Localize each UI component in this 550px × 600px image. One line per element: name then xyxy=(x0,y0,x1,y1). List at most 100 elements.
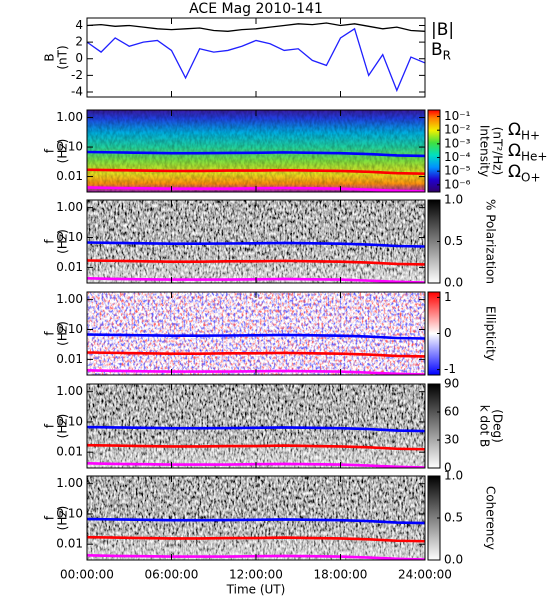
plot-area xyxy=(87,384,425,468)
colorbar-tick-label: 90 xyxy=(444,377,459,391)
plot-frame xyxy=(86,17,426,98)
y-tick-label: 0.01 xyxy=(56,352,83,366)
series-line xyxy=(87,333,425,340)
chart-title: ACE Mag 2010-141 xyxy=(189,1,323,17)
colorbar-label: Ellipticity xyxy=(484,306,498,361)
series-line xyxy=(87,168,425,176)
spectrogram-fade xyxy=(87,384,425,468)
colorbar-tick-label: 10⁻³ xyxy=(444,136,471,150)
spectrogram-texture xyxy=(87,110,425,192)
series-line xyxy=(87,241,425,248)
series-line xyxy=(87,517,425,525)
colorbar-tick-label: 0.5 xyxy=(444,234,463,248)
series-line xyxy=(87,27,425,93)
series-line xyxy=(87,150,425,158)
y-tick-label: 1.00 xyxy=(56,476,83,490)
colorbar-tick-label: 10⁻⁴ xyxy=(444,150,471,164)
colorbar xyxy=(427,109,441,193)
y-tick-label: 0.10 xyxy=(56,506,83,520)
y-axis-label: (Hz) xyxy=(56,229,70,254)
y-axis-label: (Hz) xyxy=(56,139,70,164)
y-axis-label: f xyxy=(43,423,57,428)
y-tick-label: -2 xyxy=(71,68,83,82)
plot-area xyxy=(87,22,425,93)
colorbar xyxy=(427,383,441,469)
y-tick-label: 0 xyxy=(75,51,83,65)
y-axis-label: (nT) xyxy=(56,45,70,69)
y-tick-label: 1.00 xyxy=(56,110,83,124)
x-tick-label: 06:00:00 xyxy=(145,568,199,582)
y-tick-label: 0.10 xyxy=(56,230,83,244)
y-axis-label: f xyxy=(43,515,57,520)
y-tick-label: 0.01 xyxy=(56,537,83,551)
y-axis-label: f xyxy=(43,148,57,153)
y-tick-label: 4 xyxy=(75,18,83,32)
y-axis-label: B xyxy=(43,53,57,61)
y-tick-label: 1.00 xyxy=(56,200,83,214)
legend-label: Ω xyxy=(508,120,521,140)
series-line xyxy=(87,443,425,451)
colorbar-tick-label: 0 xyxy=(444,326,452,340)
y-axis-label: (Hz) xyxy=(56,321,70,346)
series-line xyxy=(87,351,425,358)
colorbar-tick-label: 10⁻⁶ xyxy=(444,177,471,191)
legend-label: B xyxy=(431,40,443,60)
y-tick-label: 0.10 xyxy=(56,322,83,336)
y-tick-label: 0.10 xyxy=(56,140,83,154)
legend-subscript: H+ xyxy=(521,128,540,142)
y-tick-label: 0.01 xyxy=(56,169,83,183)
colorbar-label: Coherency xyxy=(484,486,498,550)
series-line xyxy=(87,425,425,433)
legend-label: Ω xyxy=(508,141,521,161)
legend-subscript: R xyxy=(443,48,451,62)
x-tick-label: 00:00:00 xyxy=(60,568,114,582)
y-axis-label: f xyxy=(43,239,57,244)
colorbar-tick-label: 10⁻⁵ xyxy=(444,164,471,178)
series-line xyxy=(87,535,425,543)
x-tick-label: 18:00:00 xyxy=(314,568,368,582)
y-tick-label: 1.00 xyxy=(56,292,83,306)
y-tick-label: 0.01 xyxy=(56,260,83,274)
colorbar-tick-label: 0.0 xyxy=(444,276,463,290)
legend-label: Ω xyxy=(508,162,521,182)
y-tick-label: 0.10 xyxy=(56,414,83,428)
x-axis-label: Time (UT) xyxy=(226,583,286,597)
colorbar-tick-label: 0.5 xyxy=(444,511,463,525)
x-tick-label: 24:00:00 xyxy=(398,568,452,582)
colorbar-label: k dot B xyxy=(478,405,492,447)
colorbar-tick-label: 0.0 xyxy=(444,553,463,567)
colorbar-label: % Polarization xyxy=(484,199,498,284)
plot-area xyxy=(87,476,425,560)
y-tick-label: 0.01 xyxy=(56,445,83,459)
x-tick-label: 12:00:00 xyxy=(229,568,283,582)
y-tick-label: 2 xyxy=(75,35,83,49)
colorbar-label: Intensity xyxy=(478,125,492,177)
y-axis-label: f xyxy=(43,331,57,336)
spectrogram-blue xyxy=(87,292,425,375)
legend-label: |B| xyxy=(431,20,454,40)
y-tick-label: 1.00 xyxy=(56,384,83,398)
legend-subscript: O+ xyxy=(521,170,541,184)
colorbar-tick-label: 1.0 xyxy=(444,193,463,207)
plot-area xyxy=(87,292,425,375)
colorbar-tick-label: 0 xyxy=(444,461,452,475)
colorbar-tick-label: 30 xyxy=(444,433,459,447)
spectrogram-fade xyxy=(87,200,425,283)
plot-area xyxy=(87,200,425,283)
legend-subscript: He+ xyxy=(521,149,547,163)
colorbar-tick-label: 1 xyxy=(444,290,452,304)
plot-area xyxy=(87,110,425,192)
colorbar-tick-label: 10⁻¹ xyxy=(444,109,471,123)
colorbar-label: (Deg) xyxy=(491,409,505,443)
spectrogram-fade xyxy=(87,476,425,560)
colorbar-tick-label: 10⁻² xyxy=(444,123,471,137)
colorbar-tick-label: 1.0 xyxy=(444,469,463,483)
colorbar-tick-label: -1 xyxy=(444,362,456,376)
series-line xyxy=(87,22,425,32)
y-tick-label: -4 xyxy=(71,85,83,99)
y-axis-label: (Hz) xyxy=(56,414,70,439)
series-line xyxy=(87,259,425,266)
colorbar-label: (nT²/Hz) xyxy=(491,127,505,175)
y-axis-label: (Hz) xyxy=(56,506,70,531)
